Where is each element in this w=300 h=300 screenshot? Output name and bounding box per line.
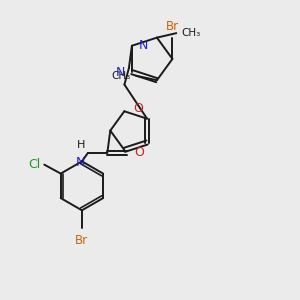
Text: Br: Br bbox=[75, 234, 88, 247]
Text: O: O bbox=[134, 146, 144, 160]
Text: Cl: Cl bbox=[28, 158, 41, 171]
Text: N: N bbox=[76, 156, 85, 169]
Text: N: N bbox=[116, 66, 125, 79]
Text: Br: Br bbox=[166, 20, 179, 33]
Text: N: N bbox=[139, 39, 148, 52]
Text: O: O bbox=[133, 102, 143, 115]
Text: H: H bbox=[76, 140, 85, 150]
Text: CH₃: CH₃ bbox=[111, 71, 130, 81]
Text: CH₃: CH₃ bbox=[182, 28, 201, 38]
